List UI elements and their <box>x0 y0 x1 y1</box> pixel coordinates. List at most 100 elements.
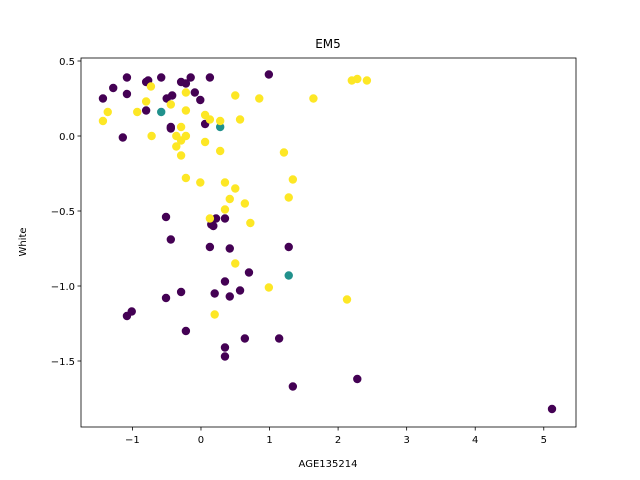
point <box>172 142 181 151</box>
point <box>176 122 186 132</box>
point <box>122 89 132 99</box>
point <box>220 352 230 361</box>
point <box>220 277 230 286</box>
point <box>255 94 264 103</box>
point <box>190 88 200 97</box>
point <box>288 175 298 184</box>
y-tick-label: −1.0 <box>51 282 75 293</box>
point <box>225 194 234 204</box>
y-tick-label: 0.5 <box>59 57 75 68</box>
point <box>166 100 176 109</box>
point <box>147 131 156 141</box>
plot-frame <box>80 57 577 428</box>
x-tick-label: 4 <box>472 435 478 446</box>
point <box>122 73 132 82</box>
point <box>274 334 284 343</box>
point <box>161 293 171 303</box>
point <box>235 115 245 124</box>
x-tick-label: 0 <box>198 435 204 446</box>
point <box>284 193 293 202</box>
point <box>166 235 176 244</box>
point <box>244 268 254 277</box>
x-axis-label: AGE135214 <box>299 459 358 470</box>
point <box>127 307 136 316</box>
point <box>181 106 191 115</box>
point <box>225 244 234 253</box>
point <box>146 82 156 91</box>
point <box>172 131 181 141</box>
point <box>210 289 219 298</box>
point <box>205 242 215 252</box>
point <box>264 70 274 79</box>
point <box>141 106 151 115</box>
point <box>118 133 128 142</box>
x-tick-label: 3 <box>403 435 409 446</box>
point <box>196 95 205 105</box>
point <box>181 88 191 97</box>
point <box>240 334 250 343</box>
point <box>220 205 230 214</box>
point <box>288 382 298 391</box>
x-tick-label: 2 <box>335 435 341 446</box>
point <box>205 214 215 223</box>
point <box>103 107 112 117</box>
point <box>161 212 171 222</box>
point <box>240 199 250 208</box>
point <box>196 178 205 187</box>
point <box>284 242 293 252</box>
point <box>205 73 215 82</box>
x-tick-label: 1 <box>266 435 272 446</box>
point <box>215 146 225 156</box>
point <box>186 73 195 82</box>
point <box>210 310 219 319</box>
point <box>157 107 166 117</box>
point <box>220 343 230 352</box>
point <box>284 271 293 280</box>
y-axis-label: White <box>18 227 29 256</box>
point <box>220 214 230 223</box>
point <box>231 184 240 193</box>
point <box>264 283 274 292</box>
point <box>279 148 289 157</box>
y-tick-label: 0.0 <box>59 132 75 143</box>
chart-title: EM5 <box>315 37 341 51</box>
point <box>547 404 557 414</box>
point <box>231 91 240 100</box>
point <box>181 326 191 336</box>
point <box>215 116 225 126</box>
y-tick-label: −0.5 <box>51 207 75 218</box>
point <box>215 122 225 132</box>
point <box>200 137 210 147</box>
point <box>209 221 218 231</box>
point <box>309 94 318 103</box>
point <box>157 73 166 82</box>
point <box>181 79 191 88</box>
point <box>181 173 191 183</box>
point <box>353 374 362 384</box>
point <box>167 91 177 100</box>
point <box>181 131 191 141</box>
point <box>166 124 176 133</box>
point <box>109 83 118 93</box>
point <box>353 74 362 84</box>
point <box>133 107 142 117</box>
point <box>246 218 255 228</box>
point <box>231 259 240 268</box>
y-tick-label: −1.5 <box>51 357 75 368</box>
point <box>342 295 352 304</box>
x-tick-label: 5 <box>541 435 547 446</box>
point <box>235 286 245 295</box>
point <box>98 94 108 103</box>
point <box>225 292 234 301</box>
point <box>205 115 215 124</box>
point <box>176 151 186 160</box>
point <box>362 76 372 85</box>
x-tick-label: −1 <box>125 435 140 446</box>
point <box>176 287 186 297</box>
point <box>220 178 230 187</box>
point <box>98 116 108 126</box>
point <box>211 214 221 223</box>
point <box>141 97 151 106</box>
